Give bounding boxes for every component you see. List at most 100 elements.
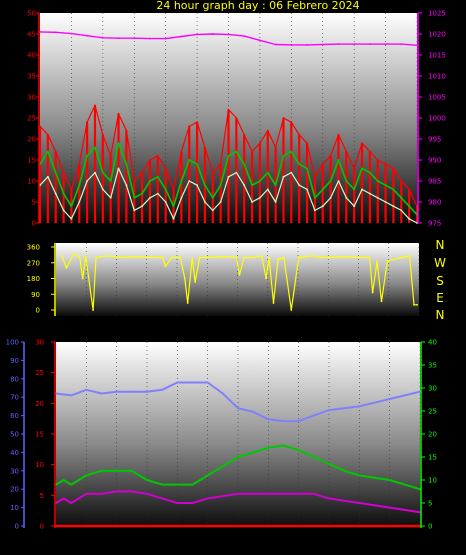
humidity-line-point [70,394,73,397]
pressure-line-point [70,32,73,35]
humidity-tick-label: 0 [15,523,19,531]
dew-point-line-point [267,492,270,495]
wind-min-line-point [101,188,104,191]
temperature-line-point [62,479,65,481]
pressure-tick-label: 995 [428,136,441,144]
wind-min-line-point [172,217,175,220]
temperature-line-point [312,456,315,458]
wind-min-line-point [376,196,379,199]
dew-point-line-point [312,492,315,495]
dew-point-line-point [206,497,209,500]
wind-speed-tick-label: 15 [27,157,36,165]
wind-min-line-point [47,175,49,178]
wind-gust-line-point [337,133,340,136]
wind-min-line-point [400,209,403,212]
pressure-line-point [353,43,356,45]
wind-gust-line-point [408,188,410,191]
dew-point-line-point [403,509,406,511]
wind-min-line-point [274,201,277,203]
temperature-line-point [115,469,118,472]
wind-min-line-point [314,209,316,212]
wind-min-line-point [392,205,395,208]
wind-gust-line-point [329,154,332,157]
wind-min-line-point [62,209,65,212]
wind-gust-line-point [274,146,277,149]
wind-gust-line-point [109,154,112,157]
wind-avg-line-point [282,154,285,157]
wind-avg-line-point [47,150,49,153]
temperature-line-point [100,469,103,472]
wind-avg-line-point [376,180,379,182]
rain-tick-label: 20 [35,400,44,408]
wind-avg-line-point [125,163,128,166]
pressure-line-point [259,39,261,42]
wind-gust-line-point [54,150,57,153]
dew-point-line-point [146,492,148,495]
temperature-tick-label: 10 [428,477,437,485]
temperature-line-point [85,474,88,477]
humidity-line-point [328,409,330,411]
direction-tick-label: 270 [27,259,40,267]
rain-tick-label: 25 [35,369,44,377]
pressure-line-point [306,44,308,46]
wind-gust-line-point [251,150,254,153]
compass-e: E [436,291,444,305]
wind-direction-line-point [84,254,87,257]
humidity-line-point [115,390,118,393]
wind-avg-line-point [62,192,65,195]
wind-gust-line-point [117,112,120,115]
wind-direction-line-point [194,281,197,283]
temperature-line-point [70,483,73,486]
pressure-line-point [149,37,151,40]
dew-point-line-point [115,490,118,493]
wind-speed-tick-label: 0 [32,220,36,228]
wind-min-line-point [141,205,144,208]
wind-min-line-point [196,184,199,187]
wind-min-line-point [321,205,324,208]
wind-direction-line-point [413,303,415,306]
wind-min-line-point [306,188,308,191]
wind-direction-line-point [283,256,285,259]
wind-min-line-point [94,171,96,174]
wind-avg-line-point [251,184,254,187]
humidity-line-point [373,401,376,404]
wind-gust-line-point [227,108,230,111]
wind-direction-line-point [342,255,344,258]
humidity-line-point [146,390,148,393]
wind-avg-line-point [141,192,144,195]
wind-avg-line-point [149,180,151,182]
wind-gust-line-point [369,150,371,153]
wind-min-line-point [337,180,340,182]
humidity-line-point [267,418,270,421]
wind-direction-line-point [170,256,173,259]
wind-gust-line-point [392,167,395,170]
wind-gust-line-point [290,121,293,124]
temperature-tick-label: 15 [428,454,437,462]
graph-title: 24 hour graph day : 06 Febrero 2024 [156,0,359,12]
rain-tick-label: 0 [40,523,44,531]
wind-gust-line-point [306,142,308,145]
wind-min-line-point [219,201,222,203]
wind-direction-line-point [209,256,211,259]
temperature-line-point [237,456,239,458]
wind-direction-line-point [72,253,75,255]
wind-gust-line-point [204,146,206,149]
pressure-tick-label: 1020 [428,31,446,39]
rain-tick-label: 15 [35,431,44,439]
temperature-line-point [297,449,300,451]
wind-gust-line-point [400,180,403,182]
wind-direction-line-point [376,260,378,262]
temperature-line-point [146,479,148,481]
wind-avg-line-point [204,184,206,187]
direction-tick-label: 90 [31,291,40,299]
pressure-line-point [321,43,324,46]
wind-direction-line-point [61,254,63,257]
wind-avg-line-point [306,167,308,170]
pressure-tick-label: 1005 [428,94,446,102]
wind-min-line-point [243,184,246,187]
dew-point-line-point [297,492,300,495]
wind-min-line-point [211,209,214,212]
wind-avg-line-point [392,188,395,191]
wind-gust-line-point [62,171,65,174]
pressure-line-point [54,31,57,34]
